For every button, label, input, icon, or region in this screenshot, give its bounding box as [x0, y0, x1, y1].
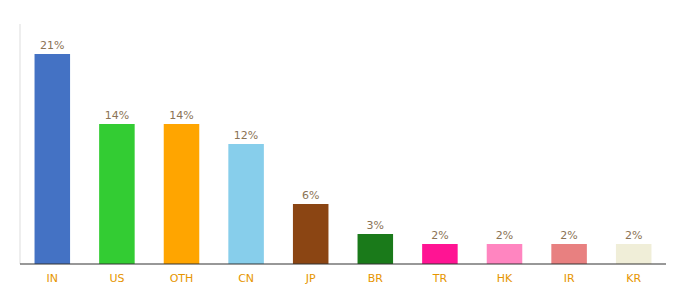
data-label: 2% — [431, 229, 448, 242]
x-tick-label: IR — [564, 272, 575, 285]
data-label: 3% — [367, 219, 384, 232]
data-label: 21% — [40, 39, 64, 52]
data-label: 12% — [234, 129, 258, 142]
x-tick-labels: IN US OTH CN JP BR TR HK IR KR — [47, 272, 642, 285]
bar — [551, 244, 587, 264]
chart-container: 21% 14% 14% 12% 6% 3% 2% 2% 2% 2% IN US OTH CN JP BR TR H… — [0, 0, 680, 300]
plot-area — [20, 24, 651, 264]
bar — [99, 124, 135, 264]
x-tick-label: TR — [432, 272, 448, 285]
x-tick-label: KR — [626, 272, 641, 285]
bars — [35, 54, 652, 264]
data-label: 6% — [302, 189, 319, 202]
x-tick-label: HK — [497, 272, 513, 285]
x-tick-label: OTH — [170, 272, 194, 285]
bar — [293, 204, 329, 264]
bar — [164, 124, 200, 264]
x-tick-label: JP — [305, 272, 316, 285]
bar — [358, 234, 394, 264]
bar — [616, 244, 652, 264]
bar — [422, 244, 458, 264]
x-tick-label: CN — [238, 272, 254, 285]
data-label: 14% — [105, 109, 129, 122]
chart-svg: 21% 14% 14% 12% 6% 3% 2% 2% 2% 2% IN US OTH CN JP BR TR H… — [0, 0, 680, 300]
x-tick-label: BR — [368, 272, 384, 285]
bar — [228, 144, 264, 264]
data-label: 14% — [169, 109, 193, 122]
data-label: 2% — [560, 229, 577, 242]
bar — [35, 54, 71, 264]
data-label: 2% — [496, 229, 513, 242]
y-axis-line — [20, 24, 21, 264]
data-label: 2% — [625, 229, 642, 242]
data-labels: 21% 14% 14% 12% 6% 3% 2% 2% 2% 2% — [40, 39, 642, 242]
bar — [487, 244, 523, 264]
x-tick-label: IN — [47, 272, 58, 285]
x-axis-line — [20, 263, 666, 264]
x-tick-label: US — [109, 272, 124, 285]
